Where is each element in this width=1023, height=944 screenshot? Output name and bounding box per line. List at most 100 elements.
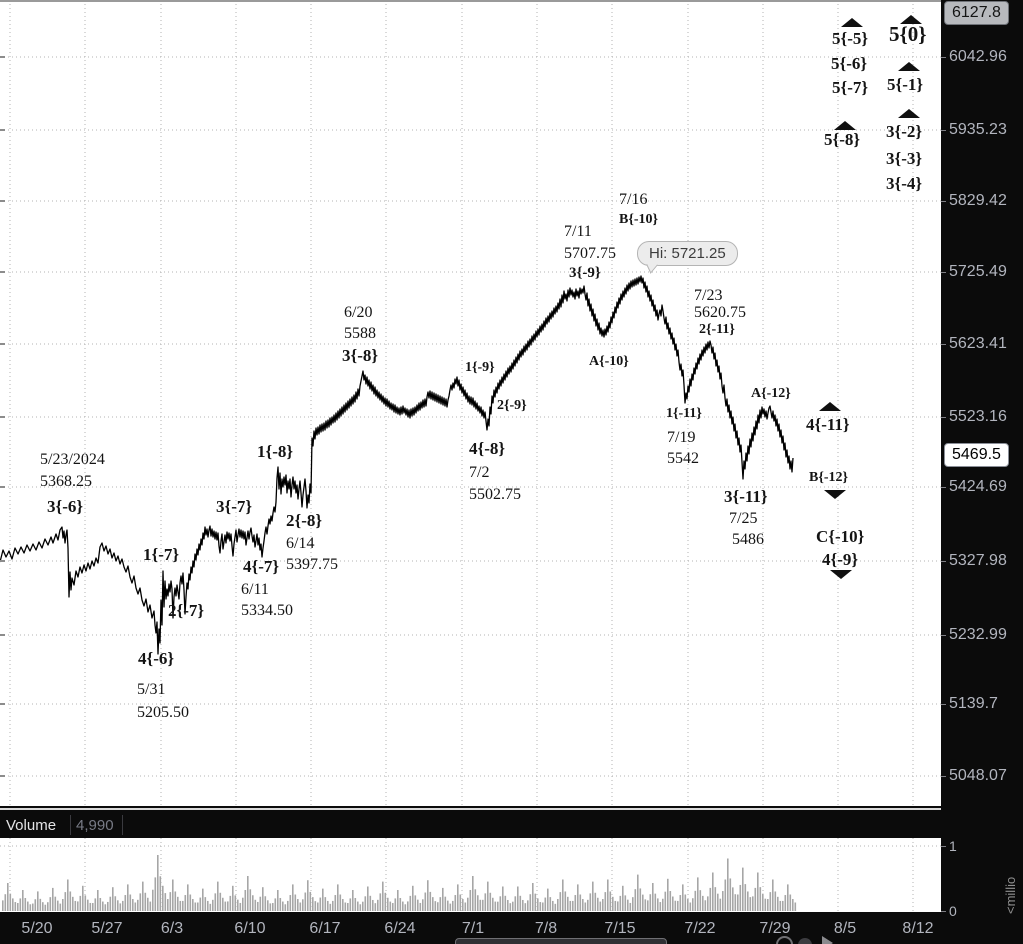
wave-label-39: 3{-9} <box>569 265 601 281</box>
high-price-tooltip: Hi: 5721.25 <box>637 241 738 274</box>
wave-label-520550: 5205.50 <box>137 704 189 721</box>
circle-outline-icon[interactable] <box>776 936 793 944</box>
wave-label-17: 1{-7} <box>143 545 180 564</box>
price-axis-label: 5327.98 <box>949 552 1007 569</box>
price-axis-label: 6042.96 <box>949 48 1007 65</box>
price-axis-label: 5523.16 <box>949 408 1007 425</box>
wave-label-5486: 5486 <box>732 531 764 548</box>
axis-tick <box>941 487 946 488</box>
axis-tick <box>941 344 946 345</box>
grid-tick <box>0 486 5 488</box>
volume-legend-title: Volume <box>6 817 57 834</box>
volume-legend[interactable]: Volume 4,990 <box>0 812 941 838</box>
pane-separator[interactable] <box>0 808 941 810</box>
last-price-badge-text: 5469.5 <box>952 446 1001 463</box>
wave-label-33: 3{-3} <box>886 149 923 168</box>
wave-label-56: 5{-6} <box>831 54 868 73</box>
axis-tick <box>941 130 946 131</box>
wave-label-719: 7/19 <box>667 429 696 446</box>
circle-filled-icon[interactable] <box>798 938 812 944</box>
volume-scale-bottom: 0 <box>949 903 957 919</box>
grid-tick <box>0 560 5 562</box>
time-axis-label: 7/15 <box>604 920 636 937</box>
wave-label-5542: 5542 <box>667 450 699 467</box>
wave-label-562075: 5620.75 <box>694 304 746 321</box>
volume-chart-canvas <box>0 838 941 912</box>
triangle-up-icon <box>819 402 841 411</box>
wave-label-311: 3{-11} <box>724 487 768 506</box>
wave-label-570775: 5707.75 <box>564 245 616 262</box>
wave-label-B12: B{-12} <box>809 470 849 485</box>
axis-tick <box>941 272 946 273</box>
axis-tick <box>941 704 946 705</box>
time-axis-label: 5/27 <box>91 920 123 937</box>
volume-legend-value: 4,990 <box>76 817 114 834</box>
price-axis-label: 5232.99 <box>949 626 1007 643</box>
triangle-up-icon <box>898 62 920 71</box>
wave-label-38: 3{-8} <box>342 346 379 365</box>
time-axis-label: 7/8 <box>534 920 558 937</box>
session-high-badge: 6127.8 <box>944 1 1009 25</box>
price-pane[interactable]: 5/23/2024 5368.25 3{-6} 1{-7} 2{-7} 4{-6} 5/31… <box>0 0 941 806</box>
grid-tick <box>0 129 5 131</box>
high-price-tooltip-text: Hi: 5721.25 <box>649 245 726 262</box>
triangle-up-icon <box>898 109 920 118</box>
triangle-up-icon <box>834 121 856 130</box>
price-axis-label: 5829.42 <box>949 192 1007 209</box>
wave-label-614: 6/14 <box>286 535 315 552</box>
grid-tick <box>0 703 5 705</box>
grid-tick <box>0 271 5 273</box>
time-axis-label: 6/24 <box>384 920 416 937</box>
wave-label-536825: 5368.25 <box>40 473 92 490</box>
time-axis-label: 8/12 <box>902 920 934 937</box>
go-to-realtime-icon[interactable] <box>822 936 833 944</box>
wave-label-36: 3{-6} <box>47 497 84 516</box>
wave-label-111: 1{-11} <box>666 406 702 421</box>
wave-label-37: 3{-7} <box>216 497 253 516</box>
grid-tick <box>0 200 5 202</box>
wave-label-411: 4{-11} <box>806 415 850 434</box>
wave-label-46: 4{-6} <box>138 649 175 668</box>
wave-label-49: 4{-9} <box>822 550 859 569</box>
wave-label-48: 4{-8} <box>469 439 506 458</box>
time-axis-label: 8/5 <box>833 920 857 937</box>
axis-tick <box>941 201 946 202</box>
wave-label-72: 7/2 <box>469 464 490 481</box>
time-axis-label: 6/10 <box>234 920 266 937</box>
axis-tick <box>941 911 946 912</box>
grid-tick <box>0 634 5 636</box>
horizontal-scrollbar[interactable] <box>455 938 667 944</box>
wave-label-723: 7/23 <box>694 287 723 304</box>
time-axis-label: 7/1 <box>461 920 485 937</box>
price-axis-label: 5623.41 <box>949 335 1007 352</box>
wave-label-B10: B{-10} <box>619 212 659 227</box>
wave-label-711: 7/11 <box>564 223 592 240</box>
wave-label-34: 3{-4} <box>886 174 923 193</box>
wave-label-18: 1{-8} <box>257 442 294 461</box>
wave-label-19: 1{-9} <box>465 360 495 375</box>
wave-label-5588: 5588 <box>344 325 376 342</box>
wave-label-47: 4{-7} <box>243 557 280 576</box>
grid-tick <box>0 56 5 58</box>
grid-tick <box>0 343 5 345</box>
wave-label-55: 5{-5} <box>832 29 869 48</box>
axis-tick <box>941 57 946 58</box>
wave-label-611: 6/11 <box>241 581 269 598</box>
grid-tick <box>0 775 5 777</box>
volume-pane[interactable] <box>0 838 941 912</box>
wave-label-533450: 5334.50 <box>241 602 293 619</box>
time-axis-label: 6/17 <box>309 920 341 937</box>
triangle-up-icon <box>900 15 922 24</box>
wave-label-29: 2{-9} <box>497 398 527 413</box>
time-axis-label: 6/3 <box>160 920 184 937</box>
wave-label-716: 7/16 <box>619 191 648 208</box>
legend-divider <box>70 815 71 835</box>
triangle-down-icon <box>824 490 846 499</box>
time-axis-label: 5/20 <box>21 920 53 937</box>
axis-tick <box>941 417 946 418</box>
axis-tick <box>941 561 946 562</box>
last-price-badge: 5469.5 <box>944 443 1009 467</box>
price-axis[interactable]: 6127.8 5469.5 1 0 <millio 6042.96 5935.23… <box>941 0 1023 944</box>
axis-tick <box>941 846 946 847</box>
